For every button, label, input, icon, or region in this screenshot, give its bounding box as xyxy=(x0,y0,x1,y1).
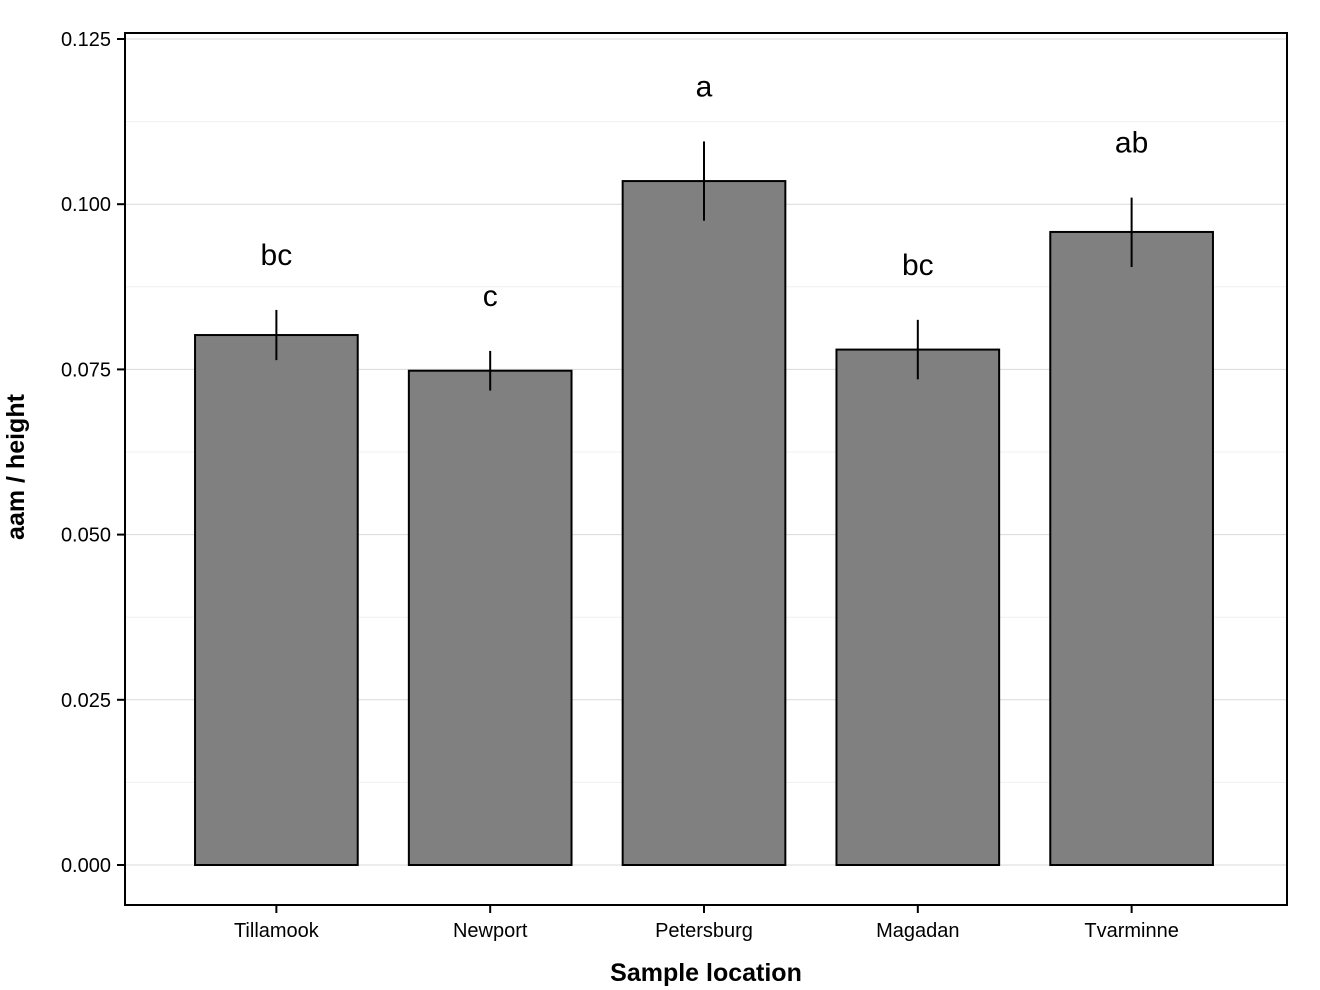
significance-label: bc xyxy=(902,249,934,282)
y-axis-ticks: 0.000 0.025 0.050 0.075 0.100 0.125 xyxy=(61,29,125,877)
significance-label: c xyxy=(483,280,498,313)
y-tick-label: 0.100 xyxy=(61,194,111,216)
x-tick-label: Newport xyxy=(453,920,528,942)
error-bars xyxy=(275,141,1133,391)
y-tick-label: 0.000 xyxy=(61,855,111,877)
x-tick-label: Tillamook xyxy=(234,920,320,942)
significance-label: a xyxy=(696,70,713,103)
x-axis-ticks: Tillamook Newport Petersburg Magadan Tvarmin… xyxy=(234,905,1179,942)
y-tick-label: 0.025 xyxy=(61,690,111,712)
y-tick-label: 0.075 xyxy=(61,359,111,381)
y-tick-label: 0.125 xyxy=(61,29,111,51)
bar xyxy=(407,369,573,866)
significance-label: ab xyxy=(1115,127,1148,160)
y-axis-title: aam / height xyxy=(2,393,30,540)
significance-label: bc xyxy=(261,239,293,272)
significance-labels: bc c a bc ab xyxy=(261,70,1149,312)
bar xyxy=(835,348,1001,866)
x-tick-label: Petersburg xyxy=(655,920,753,942)
bars xyxy=(194,180,1214,866)
plot-border xyxy=(124,32,1288,906)
y-tick-label: 0.050 xyxy=(61,525,111,547)
x-tick-label: Magadan xyxy=(876,920,959,942)
x-axis-title: Sample location xyxy=(610,959,802,987)
x-tick-label: Tvarminne xyxy=(1084,920,1178,942)
bar xyxy=(194,334,359,866)
bar xyxy=(621,180,787,866)
bar xyxy=(1049,230,1214,866)
